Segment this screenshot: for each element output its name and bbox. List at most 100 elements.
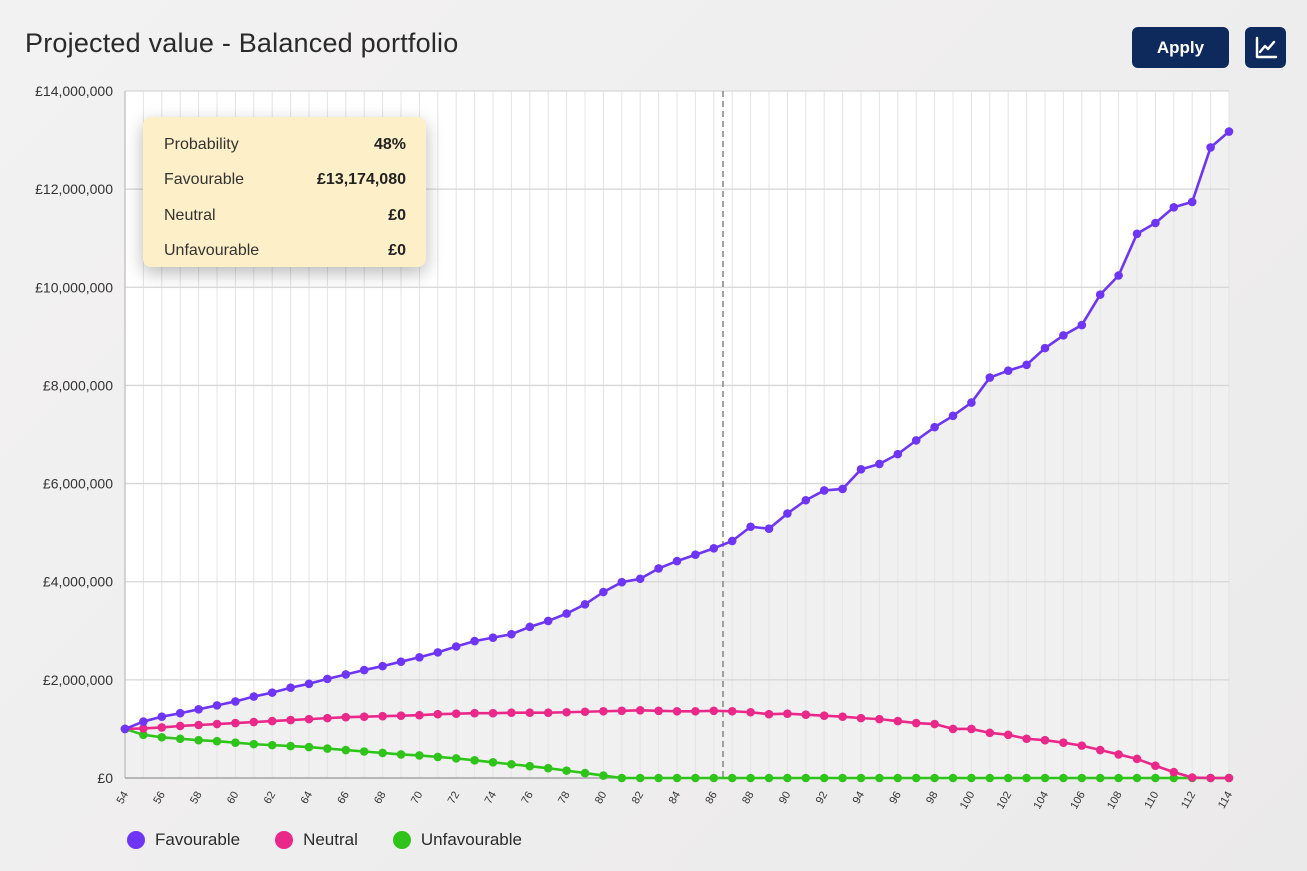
data-point-favourable [709,544,719,553]
data-point-unfavourable [893,773,903,783]
data-point-neutral [175,721,185,731]
data-point-favourable [304,679,314,689]
data-point-neutral [727,706,737,716]
data-point-favourable [175,708,185,718]
tooltip-row-probability: Probability 48% [164,127,406,163]
data-point-favourable [341,670,351,679]
x-tick-label: 76 [519,790,536,807]
data-point-unfavourable [341,745,351,755]
data-point-favourable [1059,331,1068,340]
legend-item-favourable[interactable]: Favourable [127,830,240,850]
tooltip-value: £0 [388,242,406,260]
y-tick-label: £0 [97,770,113,786]
data-point-favourable [562,609,571,618]
x-tick-label: 90 [777,790,794,807]
data-point-neutral [286,715,295,725]
data-point-unfavourable [1169,773,1179,783]
data-point-unfavourable [911,773,921,783]
data-point-favourable [194,705,203,714]
data-point-unfavourable [212,736,222,746]
data-point-favourable [985,373,995,382]
apply-button[interactable]: Apply [1132,27,1229,68]
data-point-favourable [764,524,774,534]
data-point-unfavourable [1003,773,1013,783]
y-tick-label: £10,000,000 [35,279,113,295]
x-tick-label: 88 [740,790,757,807]
legend-label: Unfavourable [420,830,522,849]
legend-item-neutral[interactable]: Neutral [275,830,358,850]
tooltip-label: Probability [164,135,239,153]
y-tick-label: £8,000,000 [43,377,113,393]
data-point-neutral [893,716,903,726]
tooltip-label: Unfavourable [164,242,260,260]
data-point-favourable [415,652,424,662]
data-point-neutral [875,714,884,724]
chart-tooltip: Probability 48% Favourable £13,174,080 N… [143,117,426,267]
data-point-favourable [783,509,792,518]
x-tick-label: 70 [409,790,426,807]
data-point-favourable [654,564,663,573]
data-point-favourable [819,486,829,495]
data-point-neutral [470,708,479,718]
data-point-unfavourable [562,766,571,775]
tooltip-value: 48% [373,135,406,153]
page-title: Projected value - Balanced portfolio [25,28,459,58]
data-point-neutral [746,707,755,717]
data-point-neutral [267,716,277,726]
data-point-unfavourable [359,747,369,756]
data-point-neutral [231,718,240,728]
data-point-neutral [323,713,332,723]
data-point-neutral [1022,734,1031,744]
data-point-neutral [304,714,314,724]
data-point-favourable [267,688,277,697]
data-point-unfavourable [599,771,608,780]
data-point-favourable [1114,271,1123,280]
data-point-unfavourable [267,740,277,750]
data-point-unfavourable [470,756,479,765]
data-point-favourable [1022,360,1031,370]
data-point-unfavourable [507,759,516,769]
data-point-favourable [231,697,240,706]
chart-view-toggle-button[interactable] [1245,27,1286,68]
legend-dot-icon [392,831,411,849]
data-point-favourable [930,422,939,432]
data-point-unfavourable [654,773,663,783]
data-point-favourable [249,692,259,701]
data-point-unfavourable [157,732,167,742]
x-tick-label: 74 [483,790,500,807]
x-tick-label: 104 [1031,790,1051,812]
legend-label: Neutral [303,830,358,849]
data-point-unfavourable [967,773,976,783]
data-point-neutral [819,711,829,720]
x-tick-label: 86 [703,790,720,807]
data-point-unfavourable [856,773,866,783]
legend-item-unfavourable[interactable]: Unfavourable [392,830,522,850]
data-point-unfavourable [543,763,553,773]
x-tick-label: 82 [630,790,647,807]
x-tick-label: 64 [299,790,316,807]
tooltip-value: £13,174,080 [317,171,406,189]
data-point-neutral [212,719,222,729]
data-point-neutral [948,724,958,734]
data-point-favourable [488,633,498,642]
data-point-unfavourable [175,734,185,744]
data-point-favourable [672,556,682,566]
data-point-neutral [1132,754,1142,764]
x-tick-label: 92 [814,790,831,807]
line-chart-icon [1255,36,1277,58]
data-point-neutral [1187,773,1197,782]
data-point-unfavourable [948,773,958,783]
data-point-neutral [911,718,921,728]
x-tick-label: 106 [1068,790,1088,812]
data-point-favourable [507,629,516,639]
x-tick-label: 110 [1142,790,1161,811]
x-tick-label: 84 [667,790,684,807]
data-point-favourable [1132,229,1142,239]
data-point-unfavourable [304,742,314,752]
data-point-neutral [617,706,627,716]
x-tick-label: 60 [225,790,242,807]
data-point-neutral [433,709,443,719]
data-point-favourable [433,648,443,657]
data-point-neutral [1151,761,1160,771]
data-point-neutral [543,708,553,718]
